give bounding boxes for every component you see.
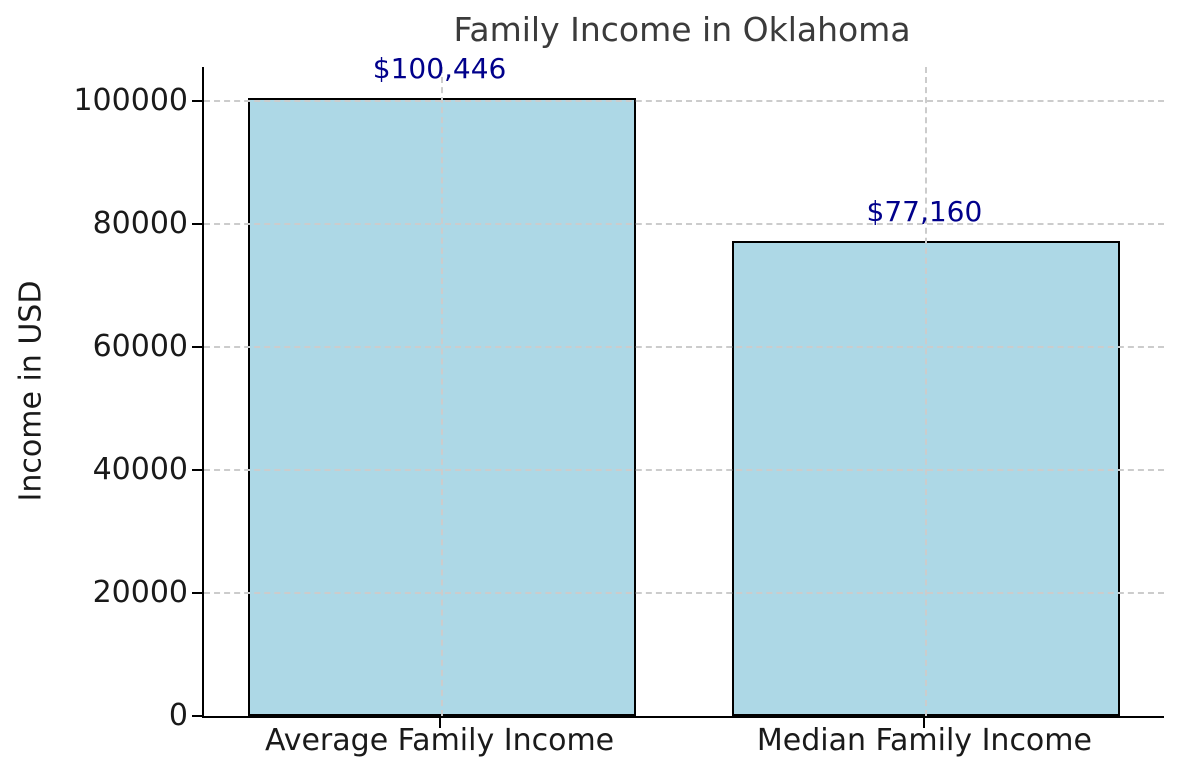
x-tick-label: Median Family Income	[756, 723, 1092, 758]
y-tick-label: 60000	[92, 328, 188, 364]
plot-area	[202, 67, 1164, 718]
y-tick	[192, 345, 202, 348]
x-tick	[438, 718, 441, 728]
x-tick-label: Average Family Income	[264, 723, 615, 758]
y-tick-label: 80000	[92, 205, 188, 241]
y-tick	[192, 591, 202, 594]
y-tick-label: 100000	[73, 82, 188, 118]
y-tick	[192, 468, 202, 471]
bar	[732, 241, 1121, 716]
bar-value-label: $100,446	[372, 51, 507, 85]
y-tick-label: 20000	[92, 574, 188, 610]
y-tick-label: 0	[168, 698, 188, 733]
y-tick	[192, 99, 202, 102]
y-tick	[192, 222, 202, 225]
chart-title: Family Income in Oklahoma	[453, 10, 911, 49]
bar	[247, 97, 636, 716]
x-tick	[923, 718, 926, 728]
bar-value-label: $77,160	[866, 195, 983, 229]
y-tick	[192, 715, 202, 717]
y-tick-label: 40000	[92, 451, 188, 487]
